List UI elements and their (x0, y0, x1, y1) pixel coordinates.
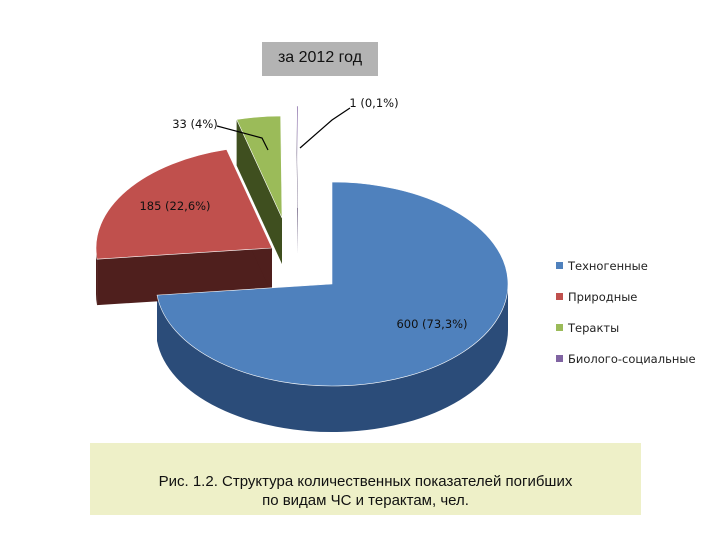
legend-swatch (556, 324, 563, 331)
pie-slice-top (236, 115, 283, 219)
legend-item-natural: Природные (556, 281, 696, 312)
slice-side-face (236, 119, 282, 265)
data-label: 600 (73,3%) (396, 317, 467, 331)
legend-swatch (556, 355, 563, 362)
chart-title: за 2012 год (277, 49, 363, 66)
chart-legend: Техногенные Природные Теракты Биолого-со… (556, 250, 696, 374)
caption-line-1: Рис. 1.2. Структура количественных показ… (158, 473, 573, 490)
legend-item-technogenic: Техногенные (556, 250, 696, 281)
legend-swatch (556, 262, 563, 269)
slice-outer-wall (157, 284, 508, 433)
data-label-leader-line (216, 125, 269, 151)
legend-swatch (556, 293, 563, 300)
data-label: 1 (0,1%) (349, 96, 398, 110)
chart-title-box: за 2012 год (262, 42, 378, 76)
legend-item-bio-social: Биолого-социальные (556, 343, 696, 374)
pie-slice-top (156, 181, 509, 387)
pie-slice-top (95, 149, 273, 260)
caption-line-2: по видам ЧС и терактам, чел. (262, 492, 469, 509)
data-label: 33 (4%) (172, 117, 218, 131)
slice-outer-wall (96, 248, 98, 306)
legend-label: Теракты (568, 320, 620, 335)
data-label-leader-line (299, 107, 351, 149)
pie-slice-top (296, 105, 299, 209)
data-label: 185 (22,6%) (139, 199, 210, 213)
legend-label: Природные (568, 289, 638, 304)
legend-label: Техногенные (568, 258, 648, 273)
figure-caption: Рис. 1.2. Структура количественных показ… (90, 443, 641, 515)
legend-label: Биолого-социальные (568, 351, 696, 366)
legend-item-terror: Теракты (556, 312, 696, 343)
